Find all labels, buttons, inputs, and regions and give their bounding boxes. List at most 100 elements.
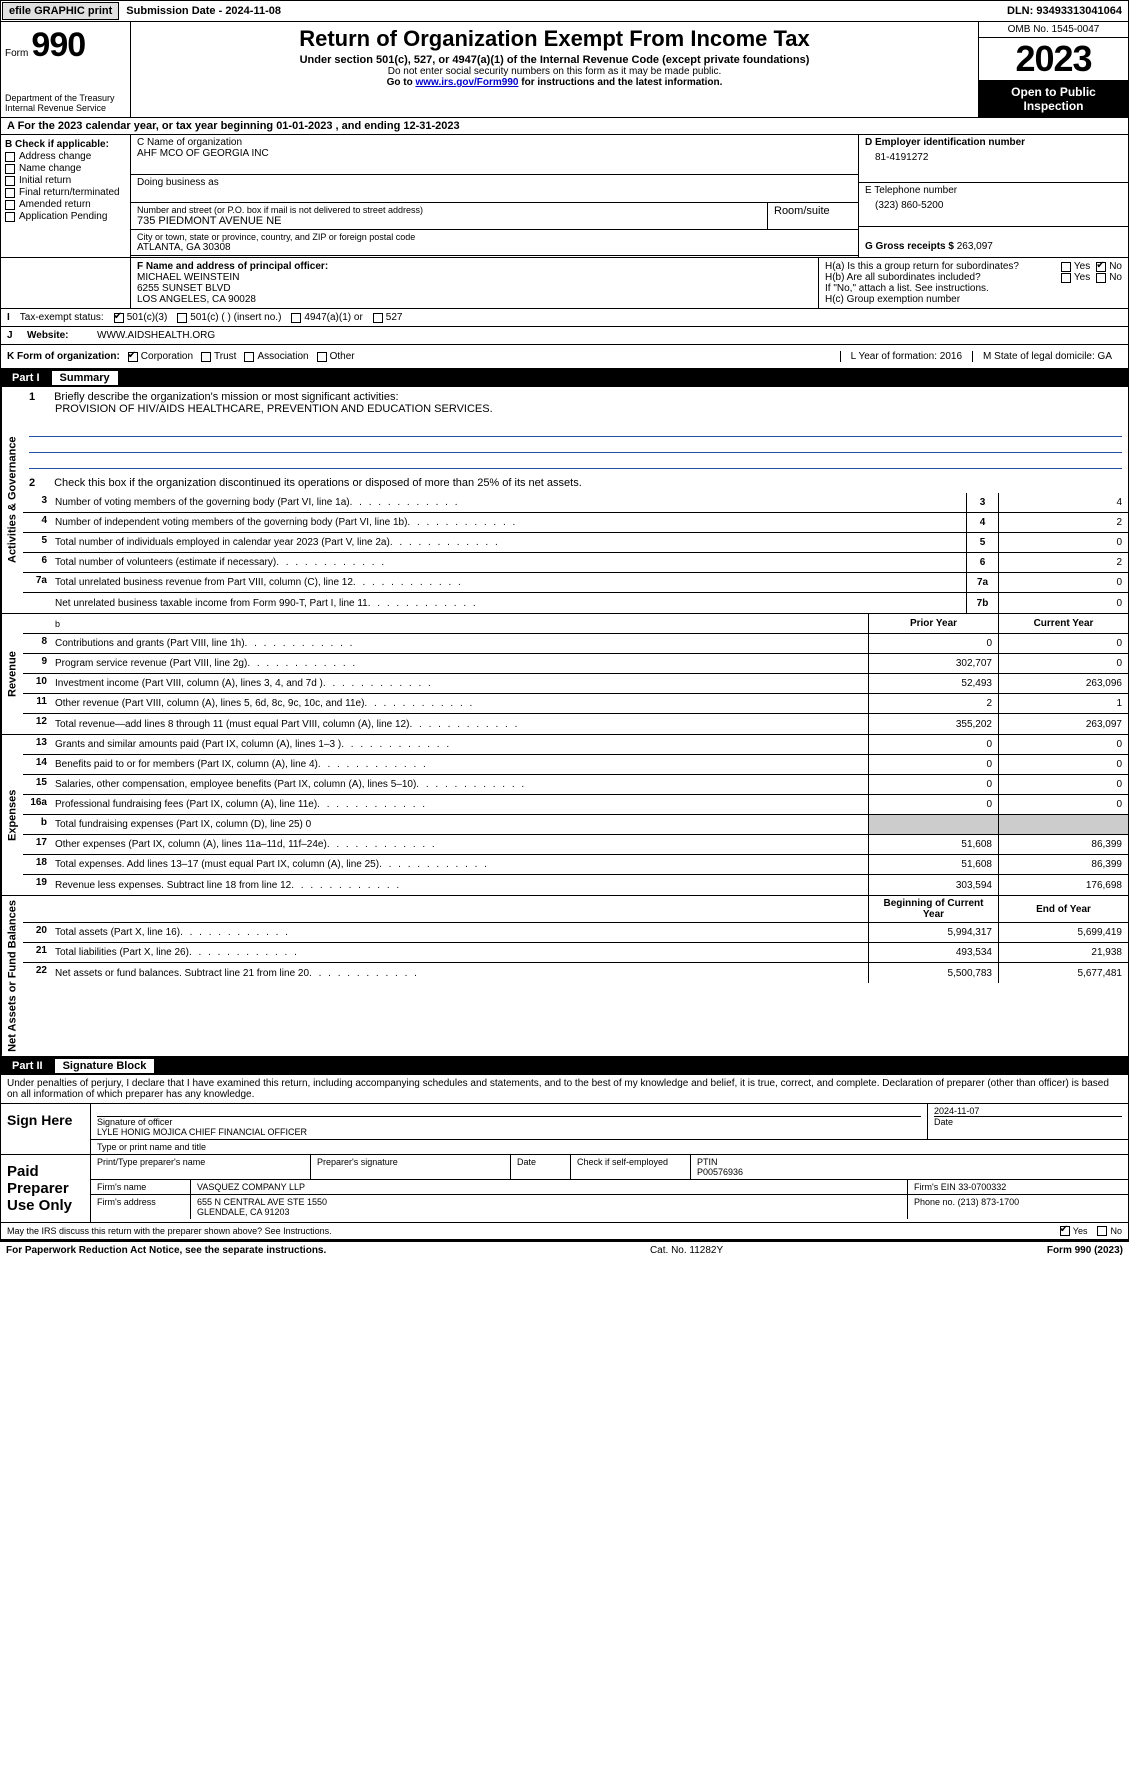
gov-row: 5 Total number of individuals employed i…: [23, 533, 1128, 553]
gov-row: 3 Number of voting members of the govern…: [23, 493, 1128, 513]
h-b-label: H(b) Are all subordinates included?: [825, 272, 1061, 283]
org-name-label: C Name of organization: [137, 137, 852, 148]
line-2-label: Check this box if the organization disco…: [54, 477, 582, 489]
signature-block: Under penalties of perjury, I declare th…: [0, 1075, 1129, 1241]
part-1-title: Summary: [52, 371, 118, 385]
opt-label: Trust: [214, 351, 236, 362]
chk-label: Name change: [19, 163, 81, 174]
chk-initial-return[interactable]: Initial return: [5, 175, 126, 186]
discuss-yes[interactable]: Yes: [1060, 1226, 1088, 1236]
city-label: City or town, state or province, country…: [137, 232, 852, 242]
form-prefix: Form: [5, 48, 28, 59]
prep-name-label: Print/Type preparer's name: [91, 1155, 311, 1179]
right-col-d-g: D Employer identification number 81-4191…: [858, 135, 1128, 257]
net-row: 21 Total liabilities (Part X, line 26) 4…: [23, 943, 1128, 963]
opt-label: 501(c) ( ) (insert no.): [190, 312, 281, 323]
header-left: Form 990 Department of the Treasury Inte…: [1, 22, 131, 117]
chk-amended[interactable]: Amended return: [5, 199, 126, 210]
irs-link[interactable]: www.irs.gov/Form990: [415, 77, 518, 88]
chk-501c3[interactable]: 501(c)(3): [114, 312, 168, 323]
state-domicile: M State of legal domicile: GA: [972, 351, 1122, 362]
goto-suffix: for instructions and the latest informat…: [521, 77, 722, 88]
officer-addr2: LOS ANGELES, CA 90028: [137, 294, 812, 305]
form-number: 990: [31, 26, 85, 64]
chk-final-return[interactable]: Final return/terminated: [5, 187, 126, 198]
section-b-label: B Check if applicable:: [5, 139, 126, 150]
chk-trust[interactable]: Trust: [201, 351, 236, 362]
phone-value: (323) 860-5200: [865, 196, 1122, 211]
vert-net: Net Assets or Fund Balances: [1, 896, 23, 1056]
firm-ein-value: 33-0700332: [958, 1182, 1006, 1192]
yes-label: Yes: [1074, 261, 1090, 272]
part-2-title: Signature Block: [55, 1059, 155, 1073]
summary-activities: Activities & Governance 1 Briefly descri…: [0, 387, 1129, 614]
website-label: Website:: [27, 330, 97, 341]
header-mid: Return of Organization Exempt From Incom…: [131, 22, 978, 117]
gov-row: 6 Total number of volunteers (estimate i…: [23, 553, 1128, 573]
h-a-yes[interactable]: Yes: [1061, 261, 1090, 272]
chk-label: Address change: [19, 151, 91, 162]
col-begin: Beginning of Current Year: [868, 896, 998, 922]
opt-label: 501(c)(3): [127, 312, 168, 323]
vert-activities: Activities & Governance: [1, 387, 23, 613]
section-h: H(a) Is this a group return for subordin…: [818, 258, 1128, 308]
expense-row: 13 Grants and similar amounts paid (Part…: [23, 735, 1128, 755]
ein-label: D Employer identification number: [865, 137, 1122, 148]
ptin-label: PTIN: [697, 1157, 1122, 1167]
h-b-yes[interactable]: Yes: [1061, 272, 1090, 283]
revenue-header: b Prior Year Current Year: [23, 614, 1128, 634]
chk-corp[interactable]: Corporation: [128, 351, 193, 362]
firm-name-value: VASQUEZ COMPANY LLP: [191, 1180, 908, 1194]
firm-name-label: Firm's name: [91, 1180, 191, 1194]
col-current: Current Year: [998, 614, 1128, 633]
officer-h-block: F Name and address of principal officer:…: [0, 258, 1129, 309]
chk-assoc[interactable]: Association: [244, 351, 308, 362]
chk-4947[interactable]: 4947(a)(1) or: [291, 312, 362, 323]
h-a-no[interactable]: No: [1096, 261, 1122, 272]
chk-app-pending[interactable]: Application Pending: [5, 211, 126, 222]
form-footer: Form 990 (2023): [1047, 1245, 1123, 1256]
gross-receipts-label: G Gross receipts $: [865, 241, 954, 252]
discuss-no[interactable]: No: [1097, 1226, 1122, 1236]
paid-preparer-row: Paid Preparer Use Only Print/Type prepar…: [1, 1154, 1128, 1222]
tax-status-label: Tax-exempt status:: [20, 312, 104, 323]
city-state-zip: ATLANTA, GA 30308: [137, 242, 852, 253]
opt-label: 527: [386, 312, 403, 323]
top-bar: efile GRAPHIC print Submission Date - 20…: [0, 0, 1129, 22]
officer-sig-name: LYLE HONIG MOJICA CHIEF FINANCIAL OFFICE…: [97, 1127, 921, 1137]
officer-sig-label: Signature of officer: [97, 1116, 921, 1127]
opt-label: 4947(a)(1) or: [304, 312, 362, 323]
chk-501c[interactable]: 501(c) ( ) (insert no.): [177, 312, 281, 323]
org-name: AHF MCO OF GEORGIA INC: [137, 148, 852, 159]
officer-label: F Name and address of principal officer:: [137, 261, 812, 272]
header-right: OMB No. 1545-0047 2023 Open to Public In…: [978, 22, 1128, 117]
h-b-no[interactable]: No: [1096, 272, 1122, 283]
year-formation: L Year of formation: 2016: [840, 351, 972, 362]
prep-sig-label: Preparer's signature: [311, 1155, 511, 1179]
paid-preparer-label: Paid Preparer Use Only: [1, 1155, 91, 1222]
chk-name-change[interactable]: Name change: [5, 163, 126, 174]
h-c-label: H(c) Group exemption number: [825, 294, 1122, 305]
chk-other[interactable]: Other: [317, 351, 355, 362]
yes-label: Yes: [1074, 272, 1090, 283]
ssn-note: Do not enter social security numbers on …: [137, 66, 972, 77]
col-prior: Prior Year: [868, 614, 998, 633]
ptin-value: P00576936: [697, 1167, 1122, 1177]
cat-no: Cat. No. 11282Y: [650, 1245, 723, 1256]
vert-revenue: Revenue: [1, 614, 23, 734]
penalty-text: Under penalties of perjury, I declare th…: [1, 1075, 1128, 1103]
revenue-row: 8 Contributions and grants (Part VIII, l…: [23, 634, 1128, 654]
officer-name: MICHAEL WEINSTEIN: [137, 272, 812, 283]
revenue-row: 9 Program service revenue (Part VIII, li…: [23, 654, 1128, 674]
net-row: 22 Net assets or fund balances. Subtract…: [23, 963, 1128, 983]
dept-treasury: Department of the Treasury Internal Reve…: [5, 93, 126, 113]
net-header: Beginning of Current Year End of Year: [23, 896, 1128, 923]
phone-label: E Telephone number: [865, 185, 1122, 196]
chk-address-change[interactable]: Address change: [5, 151, 126, 162]
efile-button[interactable]: efile GRAPHIC print: [2, 2, 119, 20]
gov-row: Net unrelated business taxable income fr…: [23, 593, 1128, 613]
h-b-note: If "No," attach a list. See instructions…: [825, 283, 1122, 294]
chk-527[interactable]: 527: [373, 312, 403, 323]
summary-revenue: Revenue b Prior Year Current Year 8 Cont…: [0, 614, 1129, 735]
website-value: WWW.AIDSHEALTH.ORG: [97, 330, 215, 341]
